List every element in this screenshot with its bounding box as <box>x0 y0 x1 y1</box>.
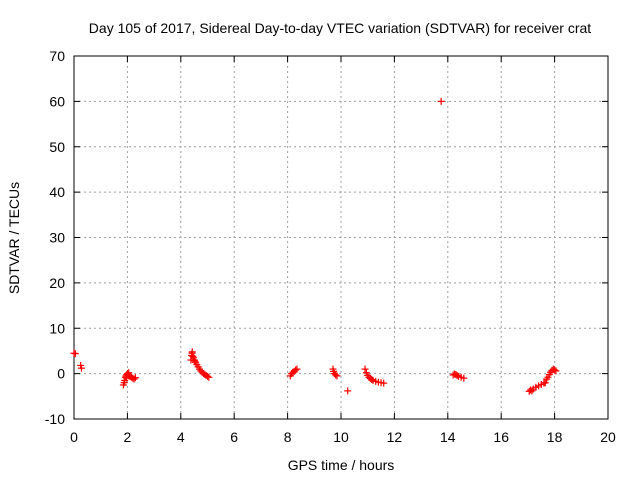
data-point <box>453 371 461 379</box>
data-point <box>292 366 300 374</box>
x-tick-label: 20 <box>600 429 616 445</box>
data-point <box>361 365 369 373</box>
y-axis-label: SDTVAR / TECUs <box>6 182 22 294</box>
x-tick-label: 2 <box>124 429 132 445</box>
data-point <box>551 366 559 374</box>
data-point <box>204 372 211 380</box>
x-tick-label: 16 <box>493 429 509 445</box>
y-tick-label: 10 <box>49 320 65 336</box>
x-tick-label: 10 <box>333 429 349 445</box>
grid <box>74 56 608 419</box>
y-tick-label: -10 <box>45 411 65 427</box>
data-point <box>71 350 79 358</box>
data-point <box>130 375 138 383</box>
y-tick-label: 20 <box>49 275 65 291</box>
y-tick-label: 0 <box>57 366 65 382</box>
data-point <box>77 364 85 372</box>
y-tick-label: 40 <box>49 184 65 200</box>
x-tick-label: 6 <box>230 429 238 445</box>
y-tick-label: 70 <box>49 48 65 64</box>
data-point <box>131 374 139 382</box>
x-axis-label: GPS time / hours <box>288 457 395 473</box>
chart-title: Day 105 of 2017, Sidereal Day-to-day VTE… <box>89 20 591 36</box>
data-point <box>541 379 549 387</box>
data-point <box>332 371 340 379</box>
data-point <box>552 367 560 375</box>
data-point <box>191 357 199 365</box>
data-point <box>293 365 301 373</box>
y-tick-label: 50 <box>49 139 65 155</box>
y-tick-label: 30 <box>49 230 65 246</box>
data-point <box>460 374 468 382</box>
x-tick-label: 18 <box>547 429 563 445</box>
data-point <box>205 373 213 381</box>
x-tick-label: 14 <box>440 429 456 445</box>
data-point <box>344 387 352 395</box>
data-point <box>188 348 196 356</box>
data-point <box>368 376 376 384</box>
data-point <box>125 369 133 377</box>
data-point <box>123 374 131 382</box>
data-point <box>333 372 341 380</box>
x-tick-label: 12 <box>387 429 403 445</box>
x-tick-label: 0 <box>70 429 78 445</box>
y-tick-label: 60 <box>49 93 65 109</box>
data-points <box>70 97 560 395</box>
x-tick-label: 8 <box>284 429 292 445</box>
data-point <box>437 97 445 105</box>
x-tick-label: 4 <box>177 429 185 445</box>
axis-ticks: 0 2 4 6 8 10 12 14 16 18 20 -10 0 10 20 30 40 50 60 70 <box>45 48 616 445</box>
data-point <box>380 379 388 387</box>
